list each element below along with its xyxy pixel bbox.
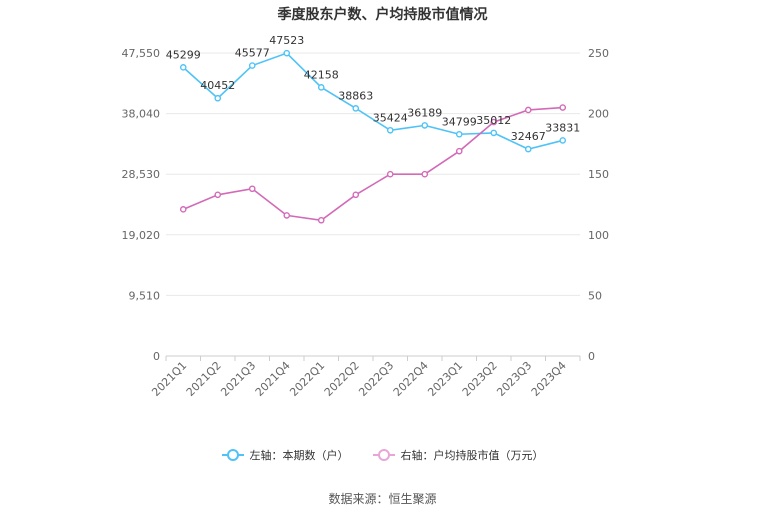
left-tick-label: 0	[153, 350, 160, 363]
data-label: 40452	[200, 79, 235, 92]
series-layer	[179, 49, 567, 224]
point-market-value	[559, 104, 567, 111]
x-tick-label: 2022Q4	[391, 359, 431, 399]
point-households	[559, 137, 567, 144]
point-households	[455, 130, 463, 138]
point-market-value	[317, 216, 325, 224]
legend-swatch-households	[221, 449, 244, 461]
point-market-value	[352, 191, 360, 199]
legend-label-market-value: 右轴：户均持股市值（万元）	[400, 449, 544, 462]
point-households	[283, 49, 291, 57]
x-tick-label: 2022Q3	[356, 359, 396, 399]
point-households	[179, 64, 187, 71]
left-axis: 0 9,510 19,020 28,530 38,040 47,550	[122, 47, 161, 363]
data-label: 35012	[476, 114, 511, 127]
right-tick-label: 100	[588, 229, 609, 242]
left-tick-label: 19,020	[122, 229, 161, 242]
series-line-market-value	[182, 106, 563, 222]
data-label: 35424	[373, 111, 408, 124]
point-market-value	[386, 170, 394, 178]
x-tick-label: 2023Q1	[425, 359, 465, 399]
legend-swatch-market-value	[372, 449, 395, 461]
point-market-value	[524, 106, 532, 114]
data-label: 36189	[407, 106, 442, 119]
right-tick-label: 250	[588, 47, 609, 60]
x-tick-label: 2023Q2	[460, 359, 500, 399]
x-tick-label: 2022Q1	[287, 359, 327, 399]
right-tick-label: 0	[588, 350, 595, 363]
right-tick-label: 150	[588, 168, 609, 181]
legend: 左轴：本期数（户） 右轴：户均持股市值（万元）	[0, 447, 765, 463]
point-households	[421, 122, 429, 129]
x-axis: 2021Q12021Q22021Q32021Q42022Q12022Q22022…	[149, 356, 581, 399]
point-households	[490, 129, 498, 137]
data-label: 33831	[545, 121, 580, 134]
data-label: 47523	[269, 34, 304, 47]
x-tick-label: 2022Q2	[322, 359, 362, 399]
point-market-value	[179, 206, 187, 213]
point-households	[214, 94, 222, 102]
point-households	[386, 126, 394, 134]
data-label: 38863	[338, 89, 373, 102]
x-tick-label: 2023Q3	[494, 359, 534, 399]
legend-item-households[interactable]: 左轴：本期数（户）	[221, 447, 349, 463]
legend-item-market-value[interactable]: 右轴：户均持股市值（万元）	[372, 447, 544, 463]
left-tick-label: 47,550	[122, 47, 161, 60]
point-market-value	[248, 185, 256, 193]
x-tick-label: 2021Q1	[149, 359, 189, 399]
point-market-value	[214, 191, 222, 199]
data-label: 32467	[511, 130, 546, 143]
left-tick-label: 38,040	[122, 108, 161, 121]
point-market-value	[283, 212, 291, 219]
x-tick-label: 2021Q2	[184, 359, 224, 399]
point-households	[248, 62, 256, 69]
point-households	[352, 105, 360, 112]
x-tick-label: 2023Q4	[529, 359, 569, 399]
point-market-value	[455, 147, 463, 155]
data-source: 数据来源：恒生聚源	[328, 492, 437, 506]
data-label: 42158	[304, 68, 339, 81]
left-tick-label: 9,510	[129, 289, 161, 302]
x-tick-label: 2021Q4	[253, 359, 293, 399]
right-tick-label: 50	[588, 289, 602, 302]
x-tick-label: 2021Q3	[218, 359, 258, 399]
right-axis: 0 50 100 150 200 250	[588, 47, 609, 363]
point-households	[524, 145, 532, 153]
legend-label-households: 左轴：本期数（户）	[249, 449, 349, 462]
right-tick-label: 200	[588, 108, 609, 121]
point-market-value	[421, 170, 429, 178]
point-households	[317, 84, 325, 91]
data-label: 45299	[166, 48, 201, 61]
series-line-households	[182, 52, 563, 150]
left-tick-label: 28,530	[122, 168, 161, 181]
data-label: 34799	[442, 115, 477, 128]
chart-title: 季度股东户数、户均持股市值情况	[277, 7, 488, 23]
data-label: 45577	[235, 47, 270, 60]
point-market-value	[490, 118, 498, 126]
